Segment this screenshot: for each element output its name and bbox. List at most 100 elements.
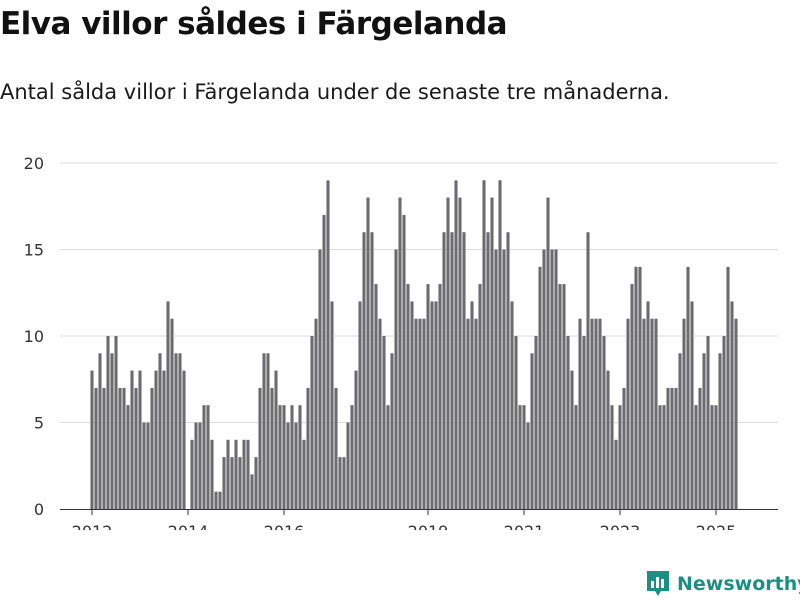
bar <box>154 370 158 509</box>
bar <box>374 284 378 509</box>
bar <box>338 457 342 509</box>
bar <box>290 405 294 509</box>
bar <box>150 387 154 509</box>
bar <box>590 318 594 509</box>
bar <box>650 318 654 509</box>
bar <box>722 336 726 509</box>
bar <box>562 284 566 509</box>
bar <box>250 474 254 509</box>
bar <box>682 318 686 509</box>
bar <box>326 180 330 510</box>
bar <box>446 197 450 509</box>
x-tick-label: 2021 <box>504 522 545 530</box>
bar <box>342 457 346 509</box>
chart-subtitle: Antal sålda villor i Färgelanda under de… <box>0 80 670 104</box>
bar <box>554 249 558 509</box>
x-tick-label: 2014 <box>168 522 209 530</box>
bar <box>630 284 634 509</box>
bar <box>582 336 586 509</box>
bar <box>198 422 202 509</box>
bar <box>714 405 718 509</box>
bar <box>586 232 590 509</box>
bar <box>130 370 134 509</box>
bar <box>246 439 250 509</box>
bar <box>406 284 410 509</box>
bar <box>402 214 406 509</box>
bar <box>474 318 478 509</box>
bar <box>614 439 618 509</box>
bar <box>550 249 554 509</box>
bar <box>634 266 638 509</box>
bar <box>478 284 482 509</box>
y-tick-label: 10 <box>24 327 44 346</box>
bar <box>322 214 326 509</box>
bar <box>698 387 702 509</box>
bar <box>618 405 622 509</box>
bar <box>162 370 166 509</box>
bar <box>566 336 570 509</box>
bar <box>510 301 514 509</box>
bar <box>378 318 382 509</box>
bar <box>514 336 518 509</box>
bar <box>594 318 598 509</box>
bar <box>710 405 714 509</box>
bar <box>98 353 102 509</box>
bar <box>382 336 386 509</box>
bar <box>278 405 282 509</box>
y-tick-label: 20 <box>24 154 44 173</box>
bar <box>718 353 722 509</box>
bar <box>202 405 206 509</box>
x-tick-label: 2019 <box>408 522 449 530</box>
x-tick-label: 2023 <box>600 522 641 530</box>
y-tick-label: 5 <box>34 414 44 433</box>
bar <box>210 439 214 509</box>
bar <box>146 422 150 509</box>
bar <box>194 422 198 509</box>
bar <box>626 318 630 509</box>
bar <box>674 387 678 509</box>
bar <box>334 387 338 509</box>
bar <box>90 370 94 509</box>
bar <box>450 232 454 509</box>
x-tick-label: 2025 <box>696 522 737 530</box>
bar <box>126 405 130 509</box>
bar <box>118 387 122 509</box>
bar <box>666 387 670 509</box>
bar <box>318 249 322 509</box>
bar <box>470 301 474 509</box>
bar <box>354 370 358 509</box>
bar <box>394 249 398 509</box>
data-label: 11 <box>736 140 755 144</box>
bar <box>174 353 178 509</box>
newsworthy-brand[interactable]: Newsworthy <box>645 569 800 599</box>
bar <box>346 422 350 509</box>
bar <box>494 249 498 509</box>
bar <box>410 301 414 509</box>
bar <box>190 439 194 509</box>
bar <box>538 266 542 509</box>
bar <box>134 387 138 509</box>
bar <box>398 197 402 509</box>
bar <box>638 266 642 509</box>
bar <box>570 370 574 509</box>
bar <box>390 353 394 509</box>
bar <box>690 301 694 509</box>
bar <box>662 405 666 509</box>
bar <box>182 370 186 509</box>
bar <box>702 353 706 509</box>
bar <box>258 387 262 509</box>
bar <box>270 387 274 509</box>
bar <box>358 301 362 509</box>
bar <box>282 405 286 509</box>
x-tick-label: 2012 <box>72 522 113 530</box>
bar <box>242 439 246 509</box>
x-tick-label: 2016 <box>264 522 305 530</box>
bar <box>366 197 370 509</box>
bar <box>430 301 434 509</box>
bar <box>706 336 710 509</box>
bar <box>386 405 390 509</box>
bar <box>158 353 162 509</box>
bar <box>238 457 242 509</box>
bar <box>370 232 374 509</box>
bar <box>178 353 182 509</box>
